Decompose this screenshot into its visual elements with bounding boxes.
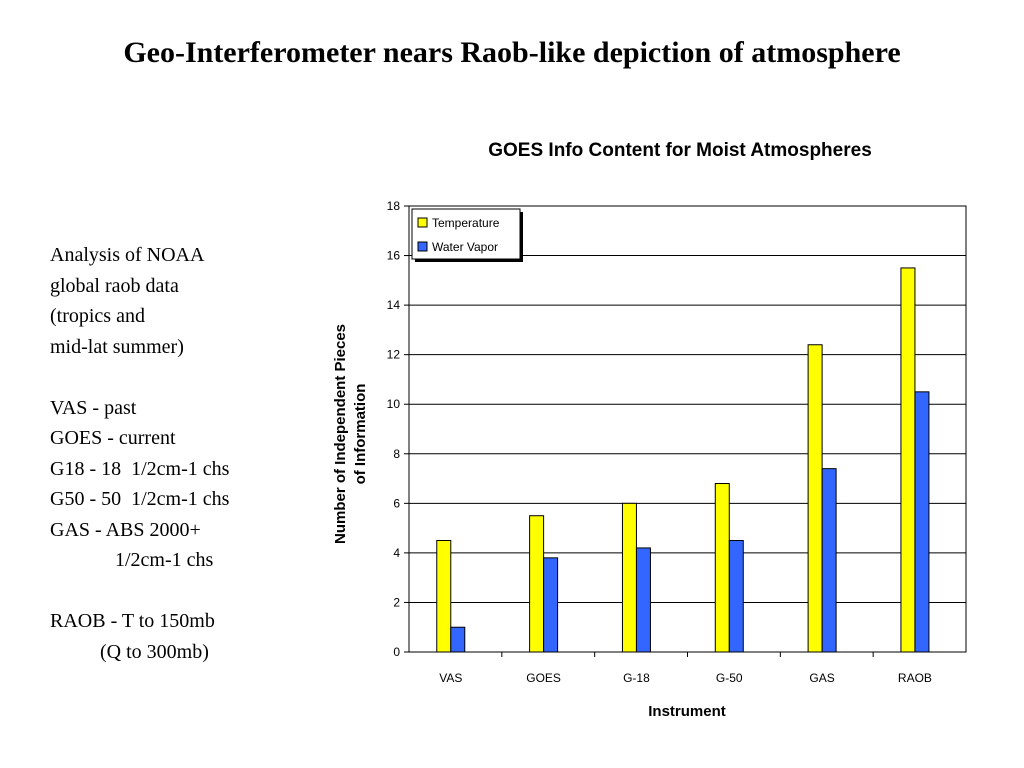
y-tick-label: 2 <box>393 595 400 609</box>
y-tick-label: 12 <box>387 348 401 362</box>
y-axis-label-line-1: Number of Independent Pieces <box>332 324 349 544</box>
y-tick-label: 4 <box>393 546 400 560</box>
bar-water-vapor <box>914 391 930 653</box>
slide-title: Geo-Interferometer nears Raob-like depic… <box>123 36 901 69</box>
notes-line: (tropics and <box>50 305 145 327</box>
notes-line: G50 - 50 1/2cm-1 chs <box>50 488 230 510</box>
bar-temperature <box>714 483 730 653</box>
bar-water-vapor <box>450 626 466 653</box>
y-tick-label: 0 <box>393 645 400 659</box>
notes-line: (Q to 300mb) <box>50 640 209 663</box>
legend-swatch <box>417 217 428 228</box>
y-tick-label: 8 <box>393 447 400 461</box>
y-axis-label-line-2: of Information <box>352 384 369 485</box>
x-tick-label: G-18 <box>623 671 650 685</box>
notes-line: VAS - past <box>50 396 137 419</box>
bar-temperature <box>529 515 545 653</box>
y-tick-label: 6 <box>393 496 400 510</box>
notes-line: RAOB - T to 150mb <box>50 610 215 632</box>
notes-line: GOES - current <box>50 427 176 449</box>
notes-line: Analysis of NOAA <box>50 244 205 266</box>
y-tick-label: 16 <box>387 249 401 263</box>
x-tick-label: GOES <box>526 671 561 685</box>
x-tick-label: GAS <box>809 671 834 685</box>
legend-label: Temperature <box>432 216 500 230</box>
bar-water-vapor <box>635 547 651 653</box>
notes-line: mid-lat summer) <box>50 335 184 358</box>
bar-temperature <box>900 267 916 653</box>
notes-line: G18 - 18 1/2cm-1 chs <box>50 457 230 480</box>
y-tick-label: 10 <box>387 397 401 411</box>
bar-water-vapor <box>543 557 559 653</box>
plot-area <box>408 205 967 653</box>
bar-water-vapor <box>728 540 744 653</box>
x-tick-label: RAOB <box>898 671 932 685</box>
notes-line: GAS - ABS 2000+ <box>50 518 201 541</box>
y-axis-label: Number of Independent Pieces of Informat… <box>332 324 369 544</box>
notes-line: global raob data <box>50 274 179 297</box>
chart-title: GOES Info Content for Moist Atmospheres <box>488 140 872 161</box>
bar-temperature <box>436 540 452 653</box>
bar-water-vapor <box>821 468 837 653</box>
bar-temperature <box>621 502 637 653</box>
x-axis-label: Instrument <box>648 703 726 720</box>
bar-temperature <box>807 344 823 653</box>
x-tick-label: VAS <box>439 671 462 685</box>
notes-line: 1/2cm-1 chs <box>50 549 214 571</box>
notes-panel: Analysis of NOAA global raob data (tropics… <box>50 240 310 667</box>
x-tick-label: G-50 <box>716 671 743 685</box>
legend-swatch <box>417 241 428 252</box>
y-tick-label: 14 <box>387 298 401 312</box>
legend <box>411 208 521 260</box>
y-tick-label: 18 <box>387 199 401 213</box>
legend-label: Water Vapor <box>432 240 498 254</box>
